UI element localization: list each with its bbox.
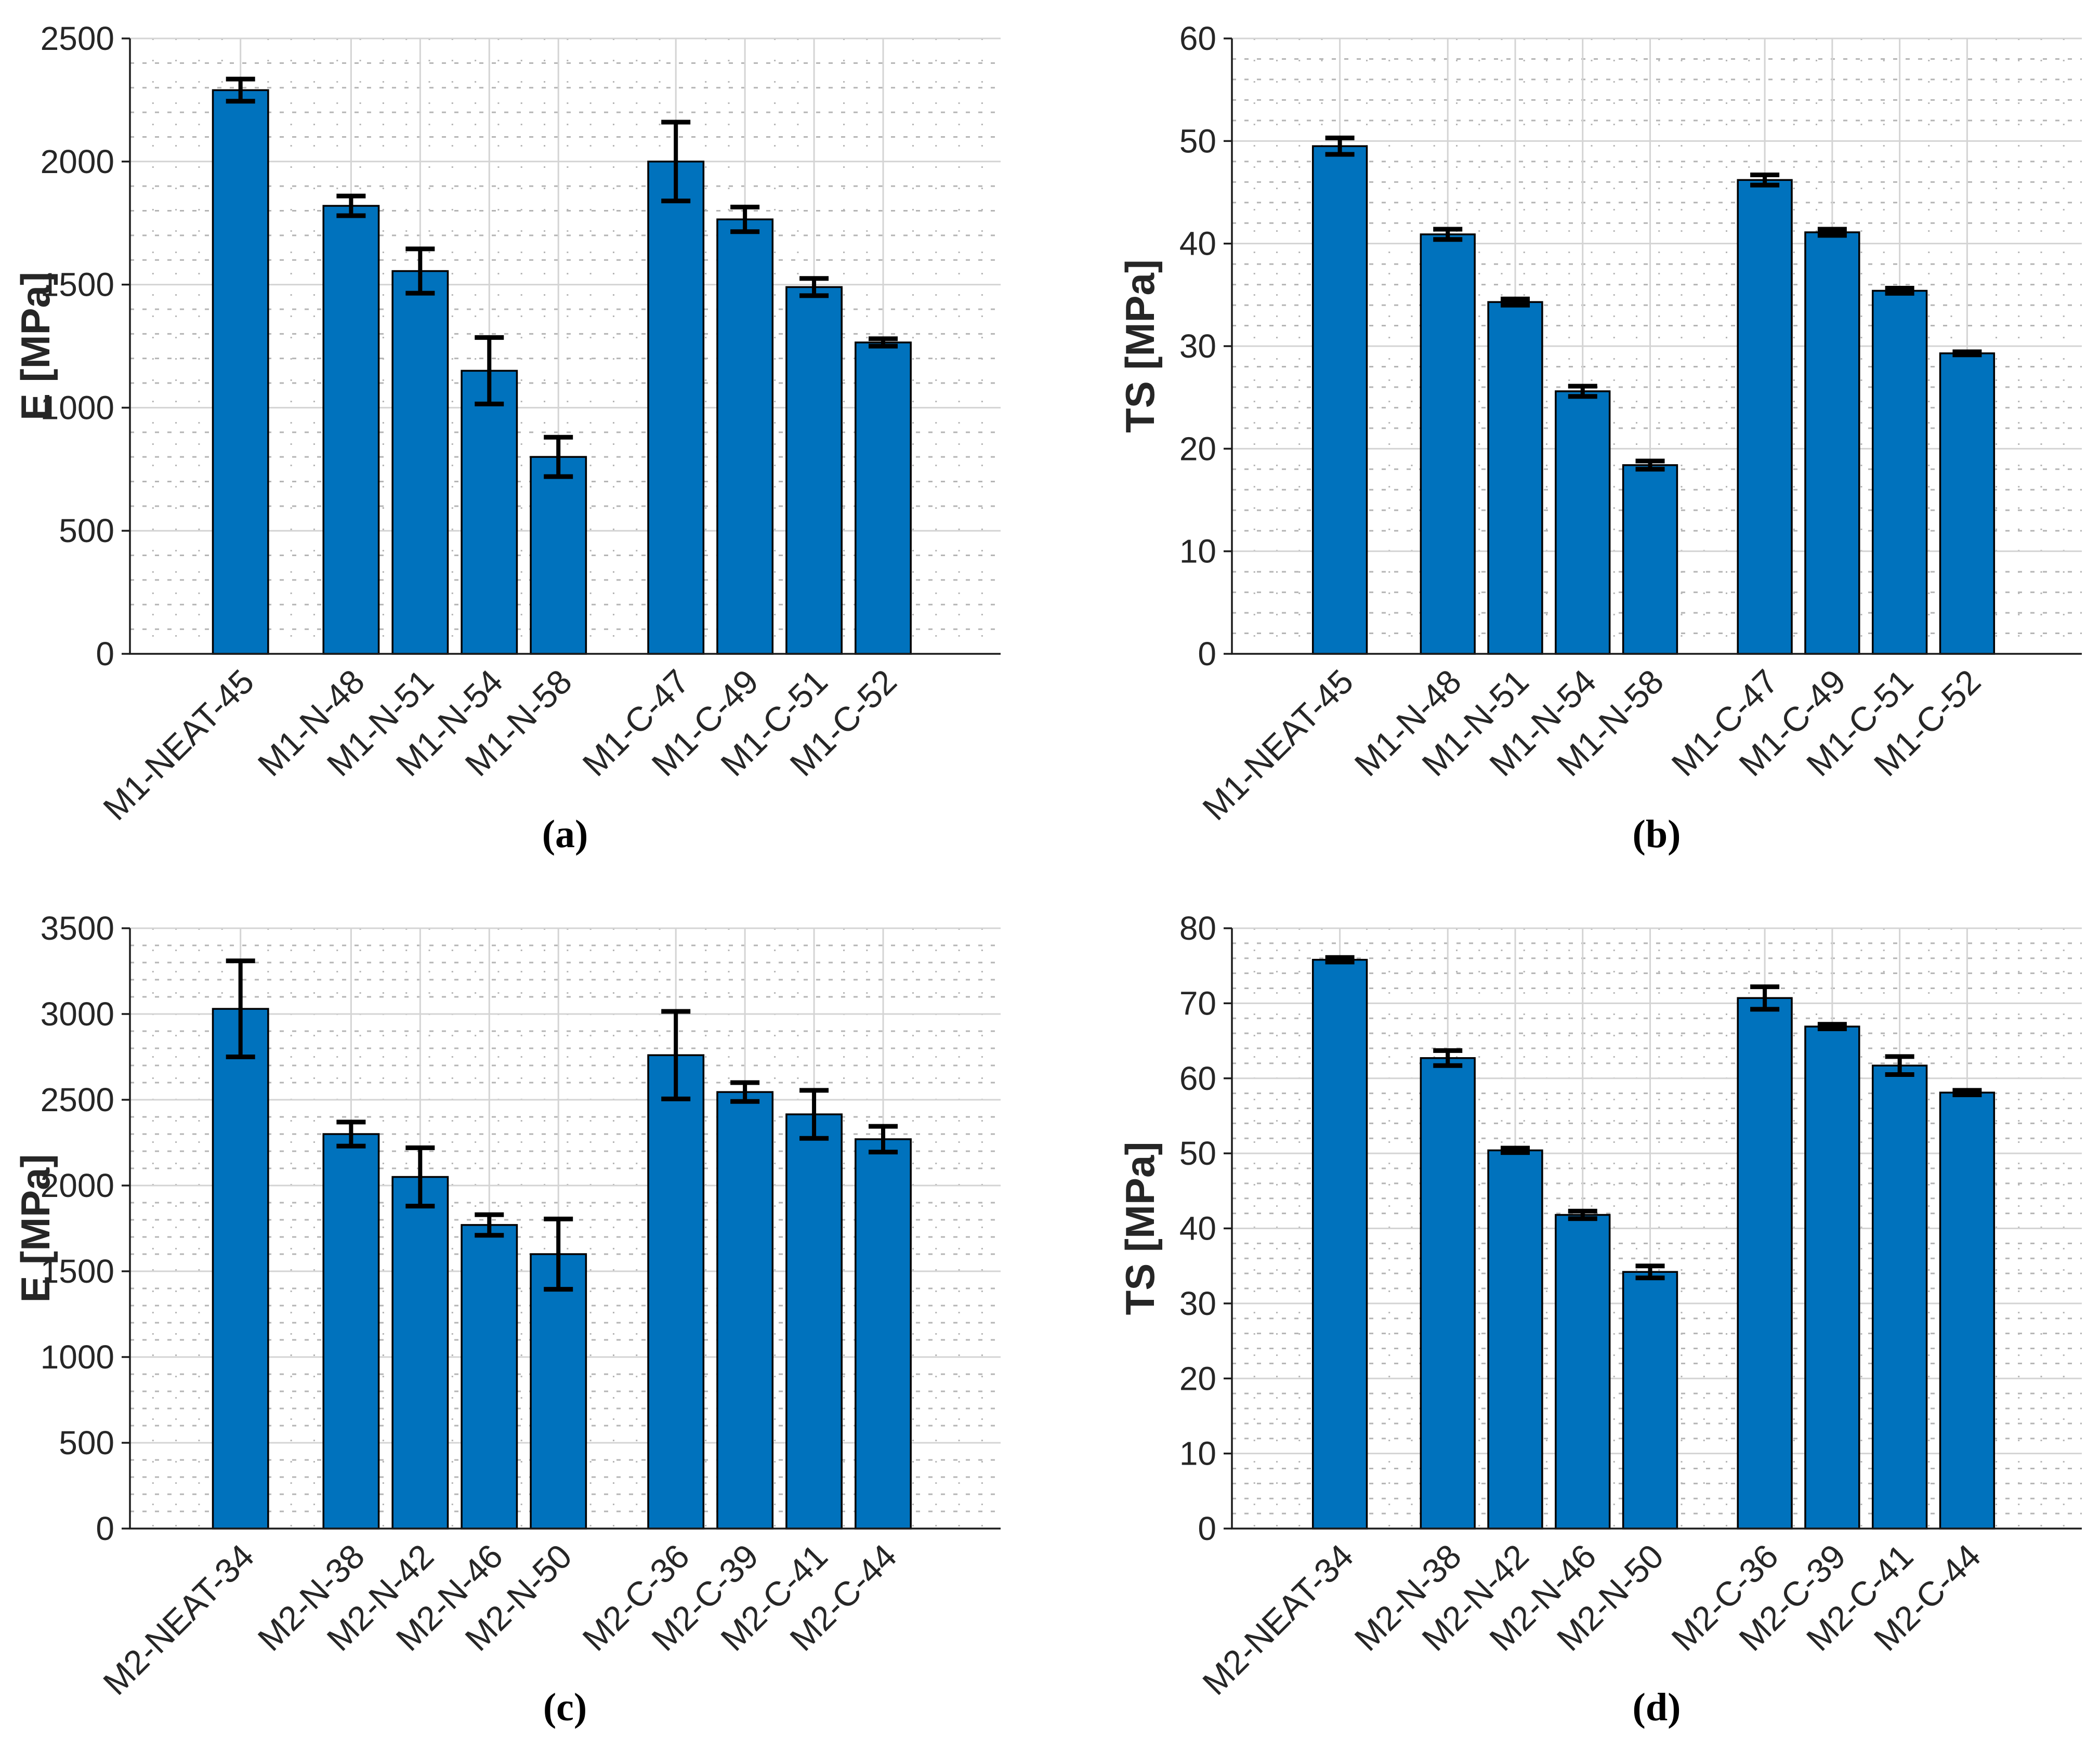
axes (122, 37, 1001, 655)
caption-b: (b) (1632, 812, 1681, 856)
y-tick-label: 1000 (41, 1338, 114, 1376)
error-bars (1325, 135, 1982, 472)
bar-M2-C-36 (1737, 997, 1793, 1530)
y-tick-label: 30 (1179, 327, 1216, 365)
y-tick-label: 50 (1179, 1135, 1216, 1172)
axes (122, 927, 1001, 1530)
bar-chart-b-TS-MPa-M1: 0102030405060M1-NEAT-45M1-N-48M1-N-51M1-… (1117, 20, 2082, 828)
y-tick-label: 20 (1179, 1360, 1216, 1397)
bar-M2-N-42 (391, 1176, 449, 1530)
y-tick-label: 3500 (41, 910, 114, 947)
y-tick-label: 10 (1179, 1435, 1216, 1472)
bar-M1-C-47 (1737, 179, 1793, 655)
axes (1224, 927, 2082, 1530)
bar-M1-N-48 (322, 205, 380, 655)
bar-M2-N-42 (1487, 1149, 1543, 1530)
bar-M1-N-51 (1487, 301, 1543, 655)
bar-M1-N-48 (1420, 233, 1476, 655)
y-tick-label: 60 (1179, 1060, 1216, 1097)
bar-M1-C-49 (716, 218, 774, 655)
panel-c-youngs-modulus-m2: 0 500 1000 1500 2000 2500 3000 3500 M2-NEAT-34 M2… (0, 869, 1050, 1738)
bars (1311, 145, 1996, 655)
bar-M1-C-51 (1871, 289, 1928, 655)
y-tick-label: 1000 (41, 389, 114, 426)
bar-chart-c-E-MPa-M2: 0500100015002000250030003500M2-NEAT-34M2… (12, 910, 1001, 1703)
y-tick-label: 0 (96, 1510, 114, 1547)
bar-M2-N-38 (322, 1133, 380, 1530)
y-tick-label: 0 (1198, 635, 1216, 673)
y-tick-label: 2500 (41, 20, 114, 57)
bar-M2-NEAT-34 (1311, 958, 1368, 1530)
x-tick-label-M1-NEAT-45: M1-NEAT-45 (96, 662, 261, 828)
y-tick-label: 500 (59, 512, 114, 549)
x-tick-label-M1-NEAT-45: M1-NEAT-45 (1195, 662, 1361, 828)
y-axis-title: TS [MPa] (1117, 259, 1163, 433)
bar-M2-C-44 (1939, 1091, 1996, 1530)
y-tick-label: 80 (1179, 910, 1216, 947)
caption-d: (d) (1632, 1686, 1681, 1729)
y-tick-label: 2000 (41, 1167, 114, 1204)
y-tick-label: 0 (96, 635, 114, 673)
y-tick-label: 60 (1179, 20, 1216, 57)
y-tick-label: 40 (1179, 225, 1216, 262)
panel-d-tensile-strength-m2: 0 10 20 30 40 50 60 70 80 M2-NEAT-34 M2-N-38 M2-N-4… (1050, 869, 2100, 1738)
caption-a: (a) (542, 812, 588, 856)
bar-M1-C-49 (1804, 231, 1860, 655)
bar-chart-a-E-MPa-M1: 05001000150020002500M1-NEAT-45M1-N-48M1-… (12, 20, 1001, 828)
y-tick-label: 30 (1179, 1285, 1216, 1322)
bar-M2-C-44 (855, 1138, 912, 1530)
y-axis-title: E [MPa] (12, 272, 58, 420)
y-tick-label: 3000 (41, 995, 114, 1033)
bar-M1-N-54 (1555, 390, 1611, 655)
bar-M2-C-41 (1871, 1064, 1928, 1530)
bar-M2-C-39 (716, 1091, 774, 1530)
bars (212, 89, 912, 655)
bar-M2-N-38 (1420, 1057, 1476, 1530)
bar-M2-N-46 (461, 1224, 518, 1530)
bar-M1-NEAT-45 (212, 89, 269, 655)
bar-M1-C-47 (647, 161, 705, 655)
bar-M1-N-54 (461, 370, 518, 655)
y-tick-label: 10 (1179, 533, 1216, 570)
caption-c: (c) (543, 1686, 587, 1729)
y-tick-label: 70 (1179, 984, 1216, 1022)
bar-M1-N-58 (530, 456, 587, 655)
bar-M1-C-52 (855, 341, 912, 655)
y-tick-label: 500 (59, 1424, 114, 1462)
error-bars (226, 76, 898, 479)
bar-M1-NEAT-45 (1311, 145, 1368, 655)
x-tick-label-M2-NEAT-34: M2-NEAT-34 (96, 1537, 261, 1703)
x-tick-label-M2-NEAT-34: M2-NEAT-34 (1195, 1537, 1361, 1703)
axes (1224, 37, 2082, 655)
bar-M2-C-39 (1804, 1025, 1860, 1530)
y-tick-label: 2000 (41, 143, 114, 180)
bar-M2-N-50 (530, 1253, 587, 1530)
y-tick-label: 1500 (41, 266, 114, 304)
error-bars (1325, 955, 1982, 1281)
bar-M2-N-46 (1555, 1214, 1611, 1530)
y-tick-label: 1500 (41, 1253, 114, 1290)
y-axis-title: E [MPa] (12, 1154, 58, 1302)
y-tick-label: 2500 (41, 1081, 114, 1118)
y-tick-label: 50 (1179, 122, 1216, 160)
bars (1311, 958, 1996, 1530)
bar-M1-C-51 (785, 286, 843, 655)
bar-M1-N-51 (391, 270, 449, 655)
bar-M1-C-52 (1939, 352, 1996, 655)
bars (212, 1008, 912, 1530)
y-tick-label: 40 (1179, 1210, 1216, 1247)
y-tick-label: 0 (1198, 1510, 1216, 1547)
bar-M1-N-58 (1622, 464, 1678, 655)
bar-M2-N-50 (1622, 1271, 1678, 1530)
bar-chart-d-TS-MPa-M2: 01020304050607080M2-NEAT-34M2-N-38M2-N-4… (1117, 910, 2082, 1703)
y-tick-label: 20 (1179, 430, 1216, 467)
panel-b-tensile-strength-m1: 0 10 20 30 40 50 60 M1-NEAT-45 M1-N-48 M1-N-51 M1-… (1050, 0, 2100, 869)
error-bars (226, 958, 898, 1292)
bar-M2-NEAT-34 (212, 1008, 269, 1530)
bar-M2-C-41 (785, 1113, 843, 1530)
bar-M2-C-36 (647, 1054, 705, 1530)
panel-a-youngs-modulus-m1: 0 500 1000 1500 2000 2500 M1-NEAT-45 M1-N-48 M1-… (0, 0, 1050, 869)
y-axis-title: TS [MPa] (1117, 1142, 1163, 1315)
